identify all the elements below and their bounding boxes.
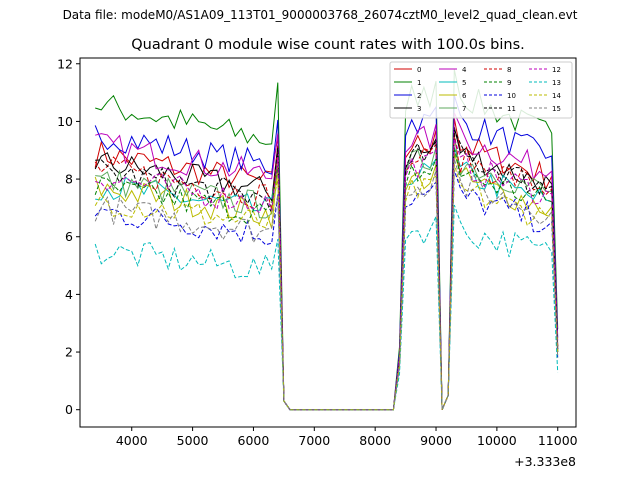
- legend-label-8: 8: [507, 66, 511, 74]
- legend-label-2: 2: [417, 92, 421, 100]
- series-line-0: [94, 118, 559, 411]
- x-tick-label: 4000: [116, 433, 148, 448]
- series-line-5: [95, 147, 559, 411]
- x-tick-label: 6000: [238, 433, 270, 448]
- legend-label-4: 4: [462, 66, 467, 74]
- y-tick-label: 10: [57, 114, 73, 129]
- x-tick-label: 9000: [420, 433, 452, 448]
- chart-title: Quadrant 0 module wise count rates with …: [131, 37, 525, 53]
- series-line-2: [94, 95, 559, 411]
- legend-label-7: 7: [462, 105, 466, 113]
- series-line-4: [95, 112, 559, 411]
- legend-label-12: 12: [552, 66, 561, 74]
- legend-label-14: 14: [552, 92, 561, 100]
- series-line-13: [94, 204, 559, 411]
- series-line-1: [95, 69, 559, 411]
- series-line-9: [94, 147, 559, 411]
- series-line-10: [94, 170, 559, 411]
- series-line-14: [94, 164, 559, 411]
- plot-frame: [79, 57, 577, 428]
- legend-label-5: 5: [462, 79, 466, 87]
- legend-label-3: 3: [417, 105, 421, 113]
- series-line-8: [94, 132, 559, 411]
- x-tick-label: 7000: [298, 433, 330, 448]
- x-tick-label: 11000: [538, 433, 578, 448]
- legend-label-11: 11: [507, 105, 516, 113]
- legend-label-6: 6: [462, 92, 467, 100]
- legend-label-0: 0: [417, 66, 421, 74]
- x-tick-label: 5000: [177, 433, 209, 448]
- series-line-15: [94, 158, 559, 411]
- legend-label-15: 15: [552, 105, 561, 113]
- y-tick-label: 4: [65, 287, 73, 302]
- x-tick-label: 8000: [359, 433, 391, 448]
- series-line-11: [95, 129, 559, 411]
- legend-label-10: 10: [507, 92, 516, 100]
- legend-label-13: 13: [552, 79, 561, 87]
- y-tick-label: 2: [65, 345, 73, 360]
- legend-box: [389, 61, 573, 119]
- y-tick-label: 0: [65, 402, 73, 417]
- figure-suptitle: Data file: modeM0/AS1A09_113T01_90000037…: [62, 8, 578, 22]
- legend-label-9: 9: [507, 79, 511, 87]
- y-tick-label: 12: [57, 56, 73, 71]
- legend-label-1: 1: [417, 79, 421, 87]
- x-offset-label: +3.333e8: [514, 454, 576, 469]
- y-tick-label: 6: [65, 229, 73, 244]
- y-tick-label: 8: [65, 172, 73, 187]
- x-tick-label: 10000: [477, 433, 517, 448]
